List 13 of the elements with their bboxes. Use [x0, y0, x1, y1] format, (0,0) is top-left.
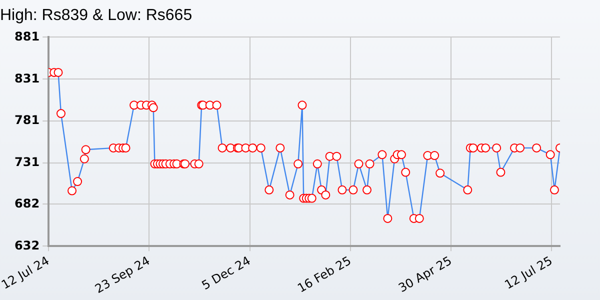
x-tick-label: 12 Jul 24: [0, 254, 52, 292]
y-tick-label: 781: [14, 113, 40, 128]
x-tick-label: 12 Jul 25: [502, 254, 555, 292]
x-tick-label: 5 Dec 24: [199, 254, 253, 293]
chart-title: High: Rs839 & Low: Rs665: [0, 7, 192, 24]
y-tick-label: 632: [14, 238, 40, 252]
x-tick-label: 23 Sep 24: [92, 254, 152, 296]
x-tick-label: 30 Apr 25: [396, 254, 454, 296]
y-tick-label: 881: [14, 29, 40, 44]
y-tick-label: 731: [14, 155, 40, 170]
y-tick-label: 682: [14, 196, 40, 210]
x-tick-label: 16 Feb 25: [295, 254, 354, 296]
y-tick-label: 831: [14, 71, 40, 86]
